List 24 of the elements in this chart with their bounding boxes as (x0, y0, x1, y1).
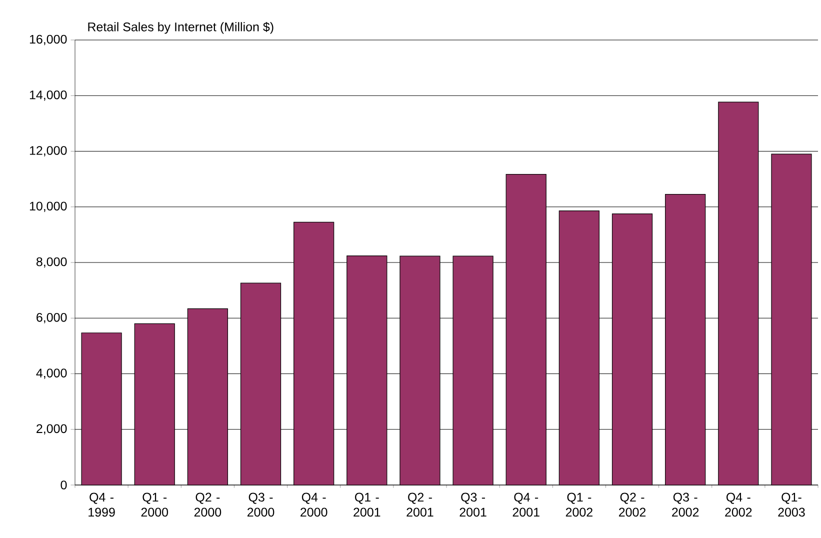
x-tick-label: Q1 - 2001 (354, 492, 380, 517)
x-tick-label: Q4 - 2000 (300, 492, 328, 517)
x-tick-label: Q2 - 2000 (194, 492, 222, 517)
chart-title: Retail Sales by Internet (Million $) (88, 22, 274, 34)
x-tick-label: Q1 - 2000 (141, 492, 168, 517)
y-tick-label: 10,000 (30, 202, 67, 212)
x-tick-label: Q4 - 2002 (725, 492, 752, 517)
y-tick-label: 14,000 (30, 90, 67, 101)
x-tick-label: Q1 - 2002 (566, 492, 592, 517)
x-tick-label: Q1- 2003 (778, 492, 805, 517)
y-tick-label: 16,000 (30, 34, 67, 46)
x-tick-label: Q3 - 2000 (247, 492, 274, 517)
x-tick-label: Q2 - 2002 (618, 492, 646, 517)
x-tick-label: Q3 - 2002 (672, 492, 699, 517)
x-tick-label: Q4 - 2001 (512, 492, 540, 517)
x-tick-label: Q2 - 2001 (406, 492, 434, 517)
y-tick-label: 4,000 (36, 368, 67, 379)
x-tick-label: Q3 - 2001 (460, 492, 486, 517)
y-tick-label: 2,000 (36, 424, 67, 435)
y-tick-label: 8,000 (36, 257, 67, 268)
y-tick-label: 0 (60, 480, 67, 490)
y-tick-label: 12,000 (30, 146, 67, 156)
x-tick-label: Q4 - 1999 (88, 492, 115, 517)
y-tick-label: 6,000 (36, 312, 67, 324)
